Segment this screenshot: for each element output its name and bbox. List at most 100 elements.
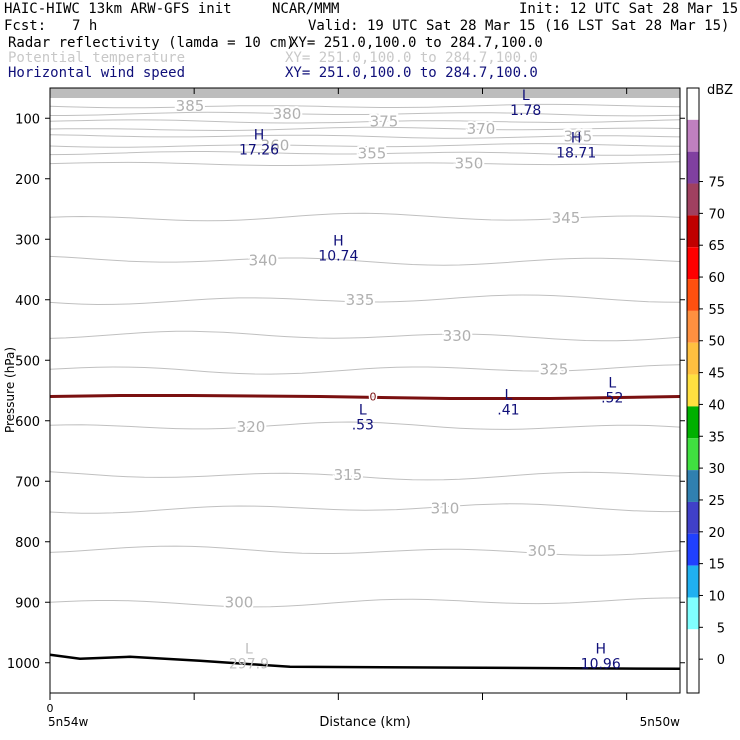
field-name-reflectivity: Radar reflectivity (lamda = 10 cm) bbox=[8, 35, 295, 51]
theta-contour-label: 355 bbox=[358, 144, 387, 162]
theta-contour-line bbox=[49, 545, 681, 556]
theta-contour-label: 365 bbox=[564, 127, 593, 145]
theta-contour-line bbox=[49, 330, 681, 342]
extremum-value: .53 bbox=[352, 418, 374, 434]
colorbar-swatch bbox=[687, 438, 699, 471]
colorbar-swatch bbox=[687, 88, 699, 120]
field-xy-theta: XY= 251.0,100.0 to 284.7,100.0 bbox=[285, 50, 538, 66]
field-xy-reflectivity: XY= 251.0,100.0 to 284.7,100.0 bbox=[290, 35, 543, 51]
y-tick-label: 300 bbox=[15, 233, 40, 248]
colorbar-swatch bbox=[687, 406, 699, 439]
colorbar-level-label: 15 bbox=[708, 558, 725, 573]
theta-contour-label: 340 bbox=[249, 251, 278, 269]
plot-frame bbox=[49, 87, 681, 694]
theta-contour-label: 315 bbox=[334, 466, 363, 484]
theta-contour-line bbox=[49, 212, 681, 222]
colorbar-level-label: 0 bbox=[717, 653, 725, 668]
theta-contours: 385 380 375 370 365 360 355 350 345 340 335 330 325 3… bbox=[49, 95, 681, 613]
extremum-value: 17.26 bbox=[239, 142, 279, 158]
y-axis-label: Pressure (hPa) bbox=[3, 347, 17, 433]
theta-contour-line bbox=[49, 364, 681, 375]
extremum-value: 10.96 bbox=[581, 657, 621, 673]
x-axis-label: Distance (km) bbox=[319, 715, 410, 730]
extremum-marker: L bbox=[608, 375, 616, 391]
extremum-value: .52 bbox=[601, 390, 623, 406]
theta-contour-line bbox=[49, 151, 681, 156]
colorbar-swatch bbox=[687, 183, 699, 216]
extremum-marker: H bbox=[571, 130, 582, 146]
theta-contour-label: 350 bbox=[455, 155, 484, 173]
y-tick-label: 200 bbox=[15, 173, 40, 188]
extremum-value: 10.74 bbox=[318, 248, 358, 264]
y-tick-label: 400 bbox=[15, 294, 40, 309]
fcst-value: 7 h bbox=[72, 18, 98, 34]
theta-contour-line bbox=[49, 597, 681, 608]
colorbar-swatch bbox=[687, 215, 699, 248]
colorbar-swatch bbox=[687, 629, 699, 662]
colorbar-level-label: 60 bbox=[708, 271, 725, 286]
model-title: HAIC-HIWC 13km ARW-GFS init bbox=[4, 1, 232, 17]
theta-contour-line bbox=[49, 126, 681, 132]
y-tick-label: 500 bbox=[15, 354, 40, 369]
colorbar-level-label: 40 bbox=[708, 398, 725, 413]
theta-contour-line bbox=[49, 119, 681, 124]
x-left-label: 5n54w bbox=[48, 715, 89, 729]
extremum-marker: H bbox=[254, 127, 265, 143]
colorbar-swatch bbox=[687, 565, 699, 598]
colorbar-swatch bbox=[687, 310, 699, 343]
theta-contour-line bbox=[49, 134, 681, 139]
colorbar-level-label: 65 bbox=[708, 239, 725, 254]
y-tick-label: 900 bbox=[15, 596, 40, 611]
theta-contour-label: 385 bbox=[176, 97, 205, 115]
y-tick-label: 700 bbox=[15, 475, 40, 490]
theta-contour-line bbox=[49, 161, 681, 166]
y-tick-label: 100 bbox=[15, 112, 40, 127]
colorbar-swatch bbox=[687, 661, 699, 693]
colorbar-level-label: 50 bbox=[708, 335, 725, 350]
field-name-theta: Potential temperature bbox=[8, 50, 186, 66]
theta-contour-label: 300 bbox=[225, 593, 254, 611]
init-time: Init: 12 UTC Sat 28 Mar 15 bbox=[519, 1, 739, 17]
theta-contour-line bbox=[49, 103, 681, 109]
theta-contour-label: 345 bbox=[552, 209, 581, 227]
extremum-value: 297.9 bbox=[229, 657, 269, 673]
colorbar: dBZ 0 5 10 15 20 25 30 35 40 45 50 55 60 65 70 75 bbox=[686, 83, 733, 694]
colorbar-swatch bbox=[687, 342, 699, 375]
colorbar-unit: dBZ bbox=[707, 83, 733, 98]
extremum-marker: L bbox=[505, 388, 513, 404]
colorbar-swatch bbox=[687, 470, 699, 502]
theta-contour-label: 360 bbox=[261, 136, 290, 154]
terrain-line bbox=[49, 653, 681, 671]
theta-contour-line bbox=[49, 471, 681, 481]
extremum-value: 1.78 bbox=[510, 103, 541, 119]
y-tick-label: 1000 bbox=[7, 657, 40, 672]
theta-contour-label: 310 bbox=[431, 499, 460, 517]
theta-contour-line bbox=[50, 111, 681, 117]
theta-contour-label: 305 bbox=[528, 542, 557, 560]
colorbar-level-label: 75 bbox=[708, 176, 725, 191]
colorbar-level-label: 30 bbox=[708, 462, 725, 477]
upper-shading bbox=[50, 88, 680, 98]
colorbar-level-label: 25 bbox=[708, 494, 725, 509]
colorbar-swatch bbox=[687, 247, 699, 280]
colorbar-swatch bbox=[687, 279, 699, 311]
theta-contour-label: 335 bbox=[346, 291, 375, 309]
colorbar-swatch bbox=[687, 151, 699, 184]
fcst-label: Fcst: bbox=[4, 18, 47, 34]
extremum-marker: H bbox=[333, 233, 344, 249]
theta-contour-line bbox=[49, 421, 681, 430]
field-name-wind: Horizontal wind speed bbox=[8, 65, 186, 81]
x-right-label: 5n50w bbox=[640, 715, 681, 729]
theta-contour-line bbox=[49, 503, 681, 514]
colorbar-level-label: 55 bbox=[708, 303, 725, 318]
y-tick-label: 800 bbox=[15, 536, 40, 551]
extrema: L1.78H17.26H18.71H10.74L.53L.41L.52H10.9… bbox=[229, 88, 623, 673]
colorbar-level-label: 35 bbox=[708, 430, 725, 445]
theta-contour-label: 330 bbox=[443, 327, 472, 345]
extremum-marker: L bbox=[522, 88, 530, 104]
colorbar-level-label: 20 bbox=[708, 526, 725, 541]
valid-time: Valid: 19 UTC Sat 28 Mar 15 (16 LST Sat … bbox=[308, 18, 730, 34]
field-xy-wind: XY= 251.0,100.0 to 284.7,100.0 bbox=[285, 65, 538, 81]
